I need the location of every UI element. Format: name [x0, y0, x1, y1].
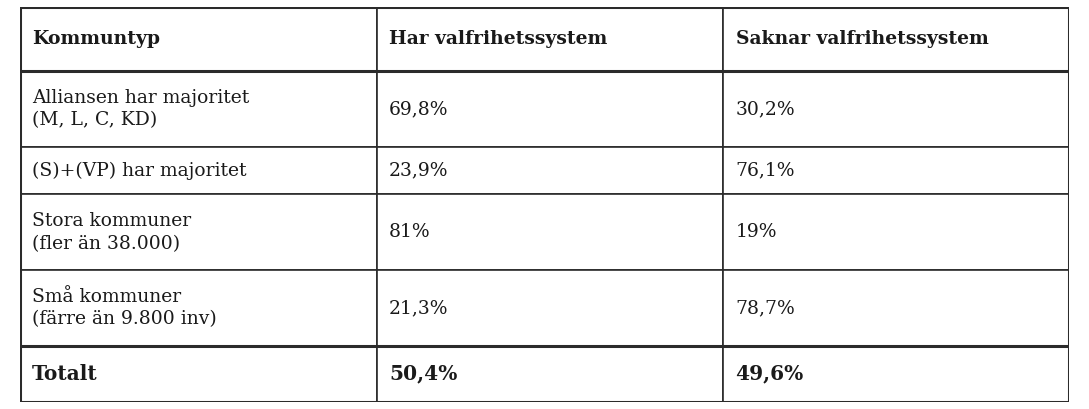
Text: Saknar valfrihetssystem: Saknar valfrihetssystem — [735, 30, 989, 48]
Text: Totalt: Totalt — [33, 364, 98, 384]
Bar — [20, 147, 377, 194]
Bar — [377, 194, 723, 270]
Text: Stora kommuner
(fler än 38.000): Stora kommuner (fler än 38.000) — [33, 212, 192, 253]
Text: 81%: 81% — [389, 223, 431, 241]
Text: 69,8%: 69,8% — [389, 100, 449, 118]
Text: Små kommuner
(färre än 9.800 inv): Små kommuner (färre än 9.800 inv) — [33, 288, 217, 328]
Text: 23,9%: 23,9% — [389, 162, 449, 180]
Text: 78,7%: 78,7% — [735, 299, 795, 317]
Bar — [377, 270, 723, 346]
Text: Har valfrihetssystem: Har valfrihetssystem — [389, 30, 608, 48]
Bar — [377, 71, 723, 147]
Bar — [723, 194, 1069, 270]
Bar — [723, 71, 1069, 147]
Text: 50,4%: 50,4% — [389, 364, 457, 384]
Bar — [20, 270, 377, 346]
Text: 21,3%: 21,3% — [389, 299, 449, 317]
Bar — [20, 194, 377, 270]
Bar — [20, 346, 377, 402]
Text: 19%: 19% — [735, 223, 778, 241]
Bar — [723, 147, 1069, 194]
Text: (S)+(VP) har majoritet: (S)+(VP) har majoritet — [33, 162, 247, 180]
Bar — [377, 7, 723, 71]
Text: 76,1%: 76,1% — [735, 162, 795, 180]
Bar — [377, 147, 723, 194]
Bar — [723, 270, 1069, 346]
Text: 30,2%: 30,2% — [735, 100, 795, 118]
Bar — [377, 346, 723, 402]
Text: Kommuntyp: Kommuntyp — [33, 30, 160, 48]
Bar — [20, 71, 377, 147]
Bar — [723, 7, 1069, 71]
Text: Alliansen har majoritet
(M, L, C, KD): Alliansen har majoritet (M, L, C, KD) — [33, 88, 249, 129]
Bar — [20, 7, 377, 71]
Bar — [723, 346, 1069, 402]
Text: 49,6%: 49,6% — [735, 364, 804, 384]
